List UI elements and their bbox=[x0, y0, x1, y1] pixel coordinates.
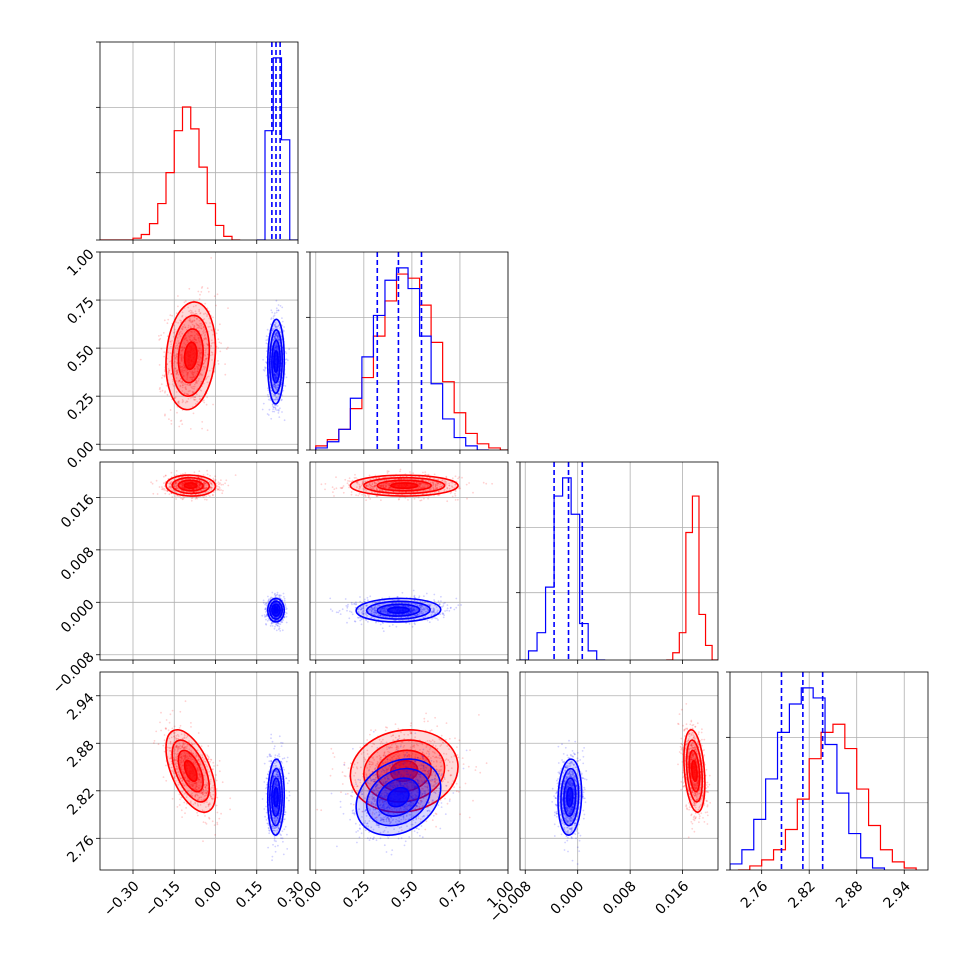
density-contours-series-0 bbox=[165, 729, 217, 813]
axes-frame bbox=[519, 671, 719, 871]
y-tick-label: 0.75 bbox=[64, 294, 97, 327]
x-tick-label: −0.15 bbox=[142, 878, 184, 920]
x-tick-label: −0.30 bbox=[101, 878, 143, 920]
histogram-series-0 bbox=[666, 495, 718, 660]
x-tick-label: 0.008 bbox=[600, 878, 640, 918]
axes-frame bbox=[99, 251, 299, 451]
density-contours-series-0 bbox=[165, 474, 217, 497]
axes-frame bbox=[729, 671, 929, 871]
density-contours-series-1 bbox=[266, 758, 286, 836]
panel-1-0 bbox=[96, 251, 299, 454]
y-tick-label: 0.50 bbox=[64, 342, 97, 375]
density-contours-series-0 bbox=[683, 729, 706, 813]
panel-0-0 bbox=[96, 41, 299, 244]
density-contours-series-0 bbox=[349, 474, 459, 497]
x-tick-label: 0.00 bbox=[192, 878, 225, 911]
density-contours-series-1 bbox=[557, 758, 583, 836]
y-tick-label: 2.76 bbox=[64, 833, 97, 866]
panel-2-2 bbox=[516, 461, 719, 664]
x-tick-label: 0.000 bbox=[548, 878, 588, 918]
histogram-series-1 bbox=[730, 687, 886, 870]
panel-2-0 bbox=[96, 461, 299, 664]
x-tick-label: 0.016 bbox=[653, 878, 693, 918]
x-tick-label: 0.25 bbox=[340, 878, 373, 911]
axes-frame bbox=[309, 251, 509, 451]
x-tick-label: 0.50 bbox=[388, 878, 421, 911]
histogram-series-1 bbox=[256, 57, 298, 240]
y-tick-label: 2.82 bbox=[64, 785, 97, 818]
axes-frame bbox=[99, 461, 299, 661]
y-tick-label: 0.25 bbox=[64, 391, 97, 424]
density-contours-series-1 bbox=[266, 597, 286, 623]
y-tick-label: 2.94 bbox=[64, 690, 97, 723]
histogram-series-1 bbox=[520, 477, 606, 660]
panel-2-1 bbox=[309, 461, 509, 664]
density-contours-series-1 bbox=[266, 318, 286, 405]
density-contours-series-0 bbox=[165, 301, 217, 411]
y-tick-label: 0.016 bbox=[58, 492, 98, 532]
y-tick-label: 0.008 bbox=[58, 544, 98, 584]
x-tick-label: 0.75 bbox=[436, 878, 469, 911]
density-contours-series-1 bbox=[355, 597, 442, 623]
histogram-series-1 bbox=[315, 267, 489, 450]
histogram-series-0 bbox=[737, 723, 917, 870]
y-tick-label: 0.00 bbox=[64, 439, 97, 472]
x-tick-label: 2.88 bbox=[833, 878, 866, 911]
x-tick-label: 0.15 bbox=[233, 878, 266, 911]
panel-3-2 bbox=[519, 671, 719, 874]
y-tick-label: 1.00 bbox=[64, 246, 97, 279]
axes-frame bbox=[99, 41, 299, 241]
y-tick-label: 0.000 bbox=[58, 597, 98, 637]
histogram-series-0 bbox=[100, 106, 241, 240]
y-tick-label: 2.88 bbox=[64, 738, 97, 771]
panel-3-3 bbox=[726, 671, 929, 874]
axes-frame bbox=[309, 461, 509, 661]
axes-frame bbox=[519, 461, 719, 661]
panel-3-0 bbox=[96, 671, 299, 874]
x-tick-label: 2.82 bbox=[785, 878, 818, 911]
axes-frame bbox=[99, 671, 299, 871]
panel-1-1 bbox=[306, 251, 509, 454]
x-tick-label: 2.76 bbox=[738, 878, 771, 911]
x-tick-label: 2.94 bbox=[880, 878, 913, 911]
y-tick-label: −0.008 bbox=[50, 649, 98, 697]
panel-3-1 bbox=[309, 671, 509, 874]
axes-frame bbox=[309, 671, 509, 871]
density-contours-series-1 bbox=[355, 758, 442, 836]
